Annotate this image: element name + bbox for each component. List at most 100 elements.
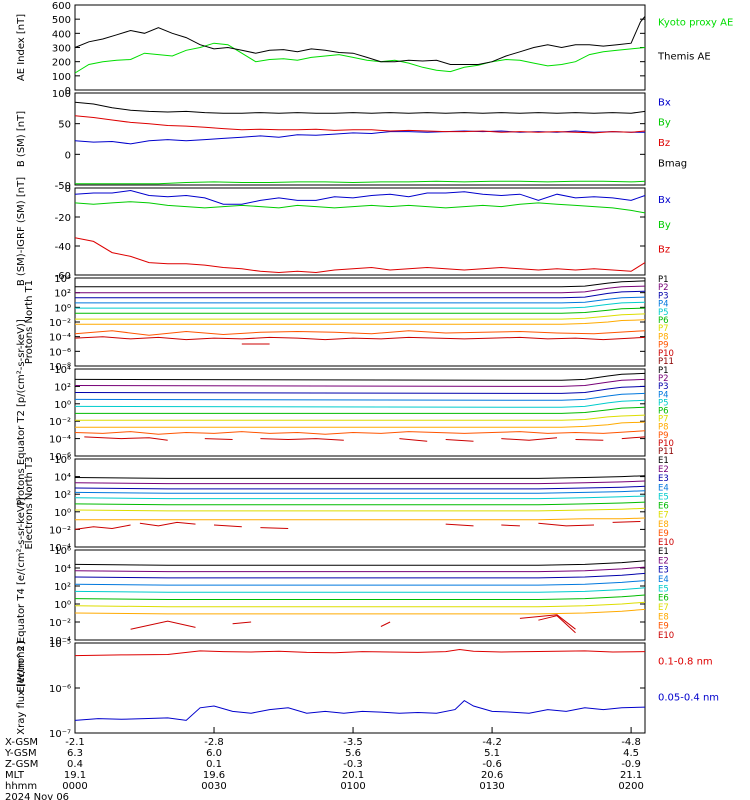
panel-5: 10⁻⁶ 10⁻⁴ 10⁻² 10⁰ 10² 10⁴ Protons Equator T2 … — [16, 319, 674, 506]
legend-entry: 0.05-0.4 nm — [658, 693, 719, 704]
y-tick-label: 10⁰ — [54, 508, 71, 519]
y-axis-label: Protons North T1 — [24, 280, 35, 364]
series-line — [74, 237, 646, 274]
series-line — [74, 385, 646, 394]
y-tick-label: 50 — [58, 120, 71, 131]
x-row-value: 0200 — [618, 781, 643, 792]
series-line — [74, 42, 646, 74]
y-tick-label: 10⁰ — [54, 600, 71, 611]
legend-entry: E7 — [658, 603, 669, 613]
x-row-value: 20.6 — [481, 770, 503, 781]
x-row-value: -4.2 — [482, 737, 502, 748]
series-line — [74, 330, 646, 336]
series-line — [74, 475, 646, 479]
y-tick-label: 10⁻⁶ — [49, 347, 71, 358]
legend-entry: P5 — [658, 398, 669, 408]
y-tick-label: 300 — [52, 44, 71, 55]
x-row-value: 5.6 — [345, 748, 361, 759]
series-segment — [130, 620, 196, 630]
series-line — [74, 115, 646, 134]
series-line — [75, 301, 646, 309]
series-segment — [380, 621, 391, 627]
legend-entry: P6 — [658, 316, 669, 326]
y-tick-label: 10⁰ — [54, 400, 71, 411]
series-line — [75, 280, 646, 288]
panel-frame — [74, 187, 646, 276]
legend-entry: P8 — [658, 332, 669, 342]
x-row-label: hhmm — [5, 781, 37, 792]
series-line — [74, 594, 646, 600]
y-tick-label: 0 — [65, 150, 71, 161]
x-row-value: -4.8 — [621, 737, 641, 748]
legend-entry: Kyoto proxy AE — [658, 17, 733, 28]
series-segment — [74, 524, 131, 530]
legend-entry: By — [658, 118, 671, 129]
series-line — [74, 430, 646, 435]
panel-3: -60 -40 -20 0 B (SM)-IGRF (SM) [nT] Bx By Bz — [16, 177, 671, 286]
series-line — [74, 495, 646, 500]
series-segment — [501, 524, 520, 527]
y-tick-label: 400 — [52, 29, 71, 40]
series-segment — [519, 614, 576, 630]
legend-entry: E4 — [658, 483, 669, 493]
y-tick-label: 10⁴ — [54, 274, 71, 285]
legend-entry: E5 — [658, 492, 669, 502]
series-segment — [213, 524, 242, 528]
y-tick-label: 10⁻⁶ — [49, 452, 71, 463]
series-line — [74, 201, 646, 214]
series-line — [74, 501, 646, 506]
legend-entry: P10 — [658, 439, 674, 449]
y-tick-label: 100 — [52, 89, 71, 100]
series-line — [74, 130, 645, 145]
legend-entry: P7 — [658, 324, 669, 334]
x-row-label: Z-GSM — [5, 759, 38, 770]
legend-entry: Themis AE — [657, 51, 711, 62]
panel-frame — [74, 92, 646, 186]
series-line — [75, 307, 646, 314]
series-line — [74, 587, 646, 593]
panel-frame — [74, 458, 646, 548]
y-tick-label: 200 — [52, 58, 71, 69]
legend-entry: E10 — [658, 538, 674, 548]
legend-entry: P4 — [658, 390, 669, 400]
y-axis-label: Xray flux [W/m^2] — [16, 641, 27, 735]
series-line — [75, 180, 646, 185]
series-line — [74, 648, 646, 657]
y-tick-label: 0 — [65, 86, 71, 97]
series-line — [74, 699, 646, 721]
series-line — [75, 517, 646, 521]
series-line — [75, 290, 646, 299]
series-line — [75, 313, 646, 320]
legend-entry: P1 — [658, 275, 669, 285]
series-segment — [445, 439, 474, 442]
series-line — [74, 101, 646, 114]
y-axis-label: Electrons Equator T4 [e/(cm²-s-sr-keV)] — [16, 497, 27, 692]
legend-entry: E2 — [658, 556, 669, 566]
legend-entry: E9 — [658, 622, 669, 632]
panel-frame — [74, 549, 646, 641]
legend-entry: P1 — [658, 366, 669, 376]
legend-entry: By — [658, 220, 671, 231]
y-tick-label: 0 — [65, 184, 71, 195]
series-segment — [621, 436, 646, 440]
y-axis-label: AE Index [nT] — [16, 14, 27, 81]
series-segment — [501, 437, 558, 441]
legend-entry: P3 — [658, 291, 669, 301]
legend-entry: 0.1-0.8 nm — [658, 657, 713, 668]
y-tick-label: 10⁻² — [49, 525, 71, 536]
legend-entry: P7 — [658, 415, 669, 425]
legend-entry: P11 — [658, 357, 674, 367]
legend-entry: P2 — [658, 283, 669, 293]
legend-entry: Bx — [658, 195, 671, 206]
legend-entry: P11 — [658, 447, 674, 457]
series-segment — [399, 438, 428, 442]
x-row-value: 0.1 — [206, 759, 222, 770]
legend-entry: E5 — [658, 584, 669, 594]
y-tick-label: 10⁶ — [54, 546, 71, 557]
y-tick-label: 10² — [54, 490, 71, 501]
legend-entry: E4 — [658, 575, 669, 585]
x-row-value: -0.3 — [343, 759, 363, 770]
